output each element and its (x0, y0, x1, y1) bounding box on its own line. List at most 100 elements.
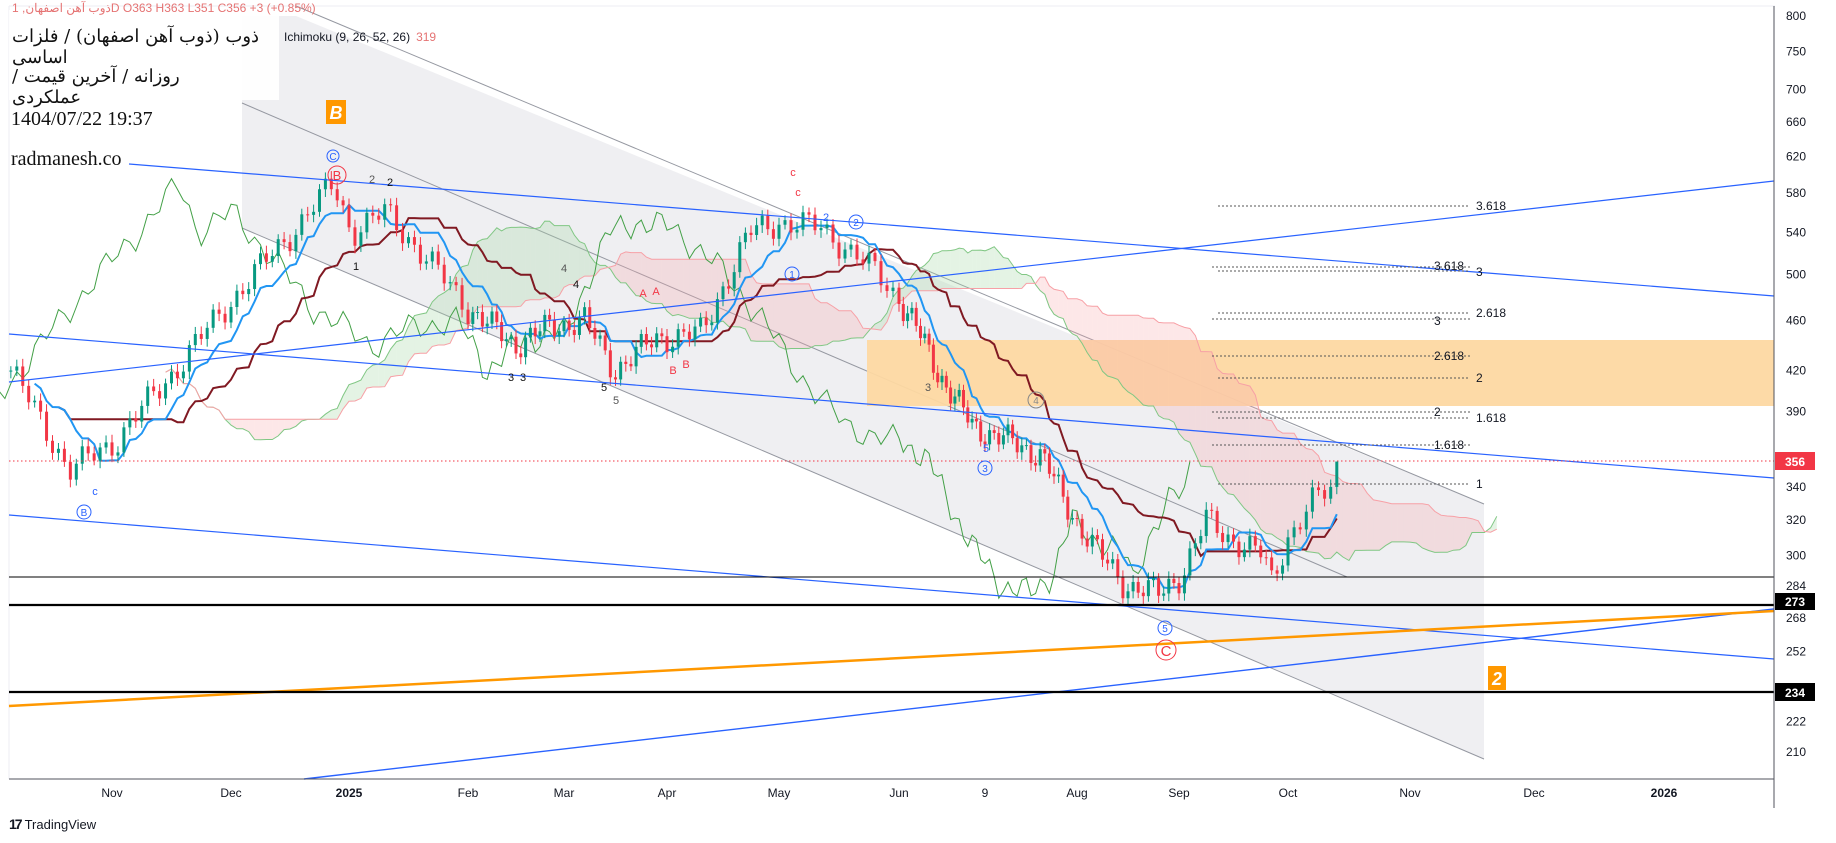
wave-circle (327, 165, 347, 185)
fib-label: 3.618 (1434, 259, 1464, 273)
price-tick-label: 460 (1786, 314, 1806, 328)
wave-box-b[interactable] (326, 100, 346, 124)
orange-trendline[interactable] (8, 609, 1775, 708)
cloud-segment (620, 251, 626, 283)
candle-body (966, 407, 970, 423)
cloud-segment (1385, 502, 1392, 546)
trendline-upper-falling[interactable] (128, 163, 1775, 297)
cloud-segment (554, 225, 560, 298)
cloud-segment (426, 301, 433, 354)
trendline-lower-rising[interactable] (303, 608, 1775, 780)
cloud-segment (1441, 515, 1448, 553)
cloud-segment (1397, 503, 1404, 542)
cloud-segment (615, 254, 621, 283)
candle-body (710, 322, 714, 326)
cloud-segment (1173, 322, 1179, 434)
cloud-segment (1447, 515, 1454, 553)
candle-body (1259, 545, 1263, 558)
wave-label-big-b: B (330, 103, 343, 123)
cloud-segment (1233, 374, 1239, 502)
candle-body (164, 383, 168, 399)
candle-body (341, 200, 345, 206)
cloud-segment (963, 248, 968, 289)
candle-body (424, 261, 428, 264)
trendline-lower-falling[interactable] (8, 514, 1775, 660)
wave-circle (326, 149, 340, 163)
candle-body (116, 452, 120, 456)
candle-body (1043, 449, 1047, 454)
trendline-middle-falling[interactable] (8, 333, 1775, 479)
candle-body (146, 386, 150, 406)
candle-body (1095, 535, 1099, 540)
tradingview-logo-icon: 17 (9, 816, 23, 832)
candle-body (855, 244, 859, 260)
cloud-segment (549, 221, 555, 298)
price-tick-label: 750 (1786, 45, 1806, 59)
cloud-segment (600, 265, 606, 270)
wave-label: 1 (353, 261, 359, 273)
candle-body (485, 323, 489, 327)
candle-body (873, 252, 877, 262)
chart-background (8, 5, 1836, 779)
candle-body (270, 256, 274, 262)
wave-box-2[interactable] (1488, 666, 1506, 690)
fib-label: 3 (1476, 265, 1483, 279)
candle-body (128, 418, 132, 428)
tenkan-sen-line (33, 203, 1338, 590)
price-tick-label: 580 (1786, 186, 1806, 200)
price-axis[interactable]: 800 750 700 660 620 580 540 500 460 420 390 340 320 3… (1786, 9, 1806, 759)
resistance-zone-rectangle[interactable] (867, 340, 1774, 406)
candle-body (1210, 509, 1214, 511)
candle-body (997, 432, 1001, 445)
candle-body (1126, 591, 1130, 599)
cloud-segment (809, 283, 815, 349)
cloud-segment (954, 248, 960, 289)
price-axis-bg[interactable] (1775, 0, 1836, 843)
cloud-segment (349, 382, 355, 402)
candle-body (1199, 536, 1203, 544)
candle-body (1015, 438, 1019, 453)
cloud-segment (496, 227, 502, 307)
wave-label: B (333, 168, 342, 183)
cloud-segment (366, 365, 373, 389)
cloud-segment (1189, 328, 1196, 454)
cloud-segment (791, 283, 797, 349)
trendline-rising[interactable] (8, 180, 1775, 383)
candle-body (442, 264, 446, 284)
time-axis-bg[interactable] (0, 780, 1775, 843)
channel-lower-line[interactable] (241, 227, 1485, 760)
channel-upper-line[interactable] (295, 5, 1485, 505)
wave-label: 5 (1162, 624, 1168, 635)
wave-label: c (92, 486, 98, 498)
candle-body (1329, 486, 1333, 499)
time-axis[interactable]: Nov Dec 2025 Feb Mar Apr May Jun 9 Aug Sep Oct Nov De… (101, 786, 1677, 800)
candle-body (970, 418, 974, 423)
cloud-segment (372, 363, 379, 388)
cloud-segment (1465, 517, 1472, 546)
wave-label: c (795, 187, 801, 199)
line-badge-234 (1775, 683, 1815, 701)
candle-body (1193, 543, 1197, 549)
wave-label: 5 (983, 443, 989, 455)
cloud-segment (1249, 386, 1256, 521)
wave-label: 4 (573, 279, 579, 291)
channel-middle-line[interactable] (241, 102, 1348, 578)
cloud-segment (450, 274, 457, 344)
candle-body (879, 261, 883, 286)
cloud-segment (284, 419, 290, 430)
cloud-segment (636, 252, 642, 297)
candle-body (300, 214, 304, 235)
cloud-segment (1410, 503, 1417, 544)
cloud-segment (1092, 306, 1098, 361)
tradingview-logo[interactable]: 17 TradingView (9, 816, 96, 832)
cloud-segment (1391, 503, 1398, 542)
candle-body (593, 327, 597, 339)
candle-body (56, 448, 60, 453)
candle-body (704, 317, 708, 326)
candle-body (454, 282, 458, 286)
cloud-segment (1206, 351, 1212, 467)
cloud-segment (661, 259, 667, 312)
elliott-wave-labels: B 2 C B 2 2 2 2 1 c c A A B B 3 3 5 5 4 … (76, 100, 1506, 690)
candle-body (825, 224, 829, 229)
